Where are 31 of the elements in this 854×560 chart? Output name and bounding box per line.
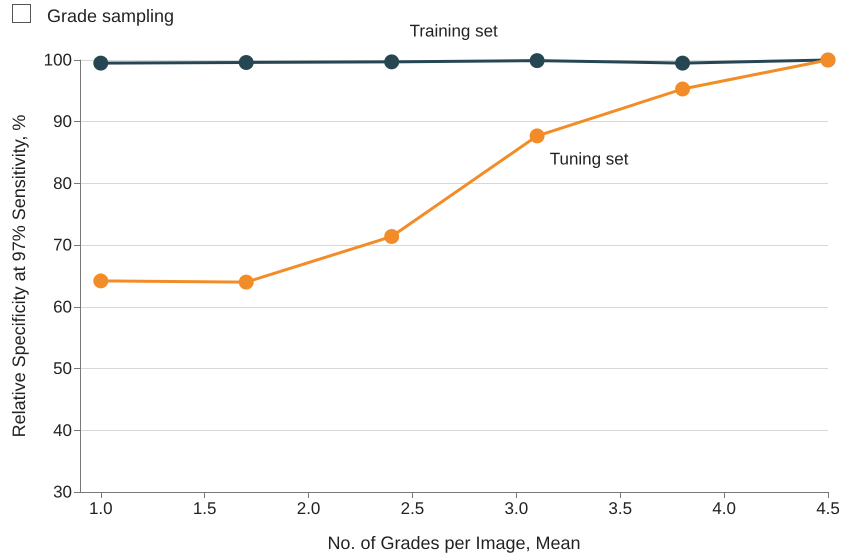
y-tick-label: 90 [53, 112, 72, 132]
chart-title: Grade sampling [47, 6, 174, 26]
y-tick-label: 70 [53, 236, 72, 255]
x-tick-label: 3.0 [504, 499, 528, 518]
x-tick-label: 4.5 [816, 499, 840, 518]
x-tick-label: 1.0 [88, 499, 113, 518]
point [238, 54, 254, 70]
x-tick-label: 2.5 [400, 499, 424, 518]
y-tick-label: 80 [53, 174, 72, 193]
point [675, 82, 690, 96]
series-label: Tuning set [550, 149, 629, 168]
point [530, 128, 545, 144]
point [384, 54, 400, 70]
x-tick-label: 4.0 [712, 499, 736, 518]
x-tick-label: 3.5 [608, 499, 632, 518]
x-tick-label: 1.5 [192, 499, 216, 518]
point [530, 53, 545, 68]
y-tick-label: 60 [53, 297, 72, 316]
x-tick-label: 2.0 [296, 499, 320, 518]
y-tick-label: 40 [53, 420, 72, 440]
point [384, 229, 400, 244]
series-label: Training set [410, 21, 498, 40]
point [93, 56, 108, 71]
point [238, 274, 254, 290]
y-tick-label: 50 [53, 359, 72, 378]
y-tick-label: 30 [53, 482, 72, 502]
x-axis-title: No. of Grades per Image, Mean [327, 533, 581, 553]
point [675, 56, 690, 71]
y-tick-label: 100 [44, 50, 72, 70]
point [93, 273, 108, 288]
y-axis-title: Relative Specificity at 97% Sensitivity, % [9, 114, 29, 438]
